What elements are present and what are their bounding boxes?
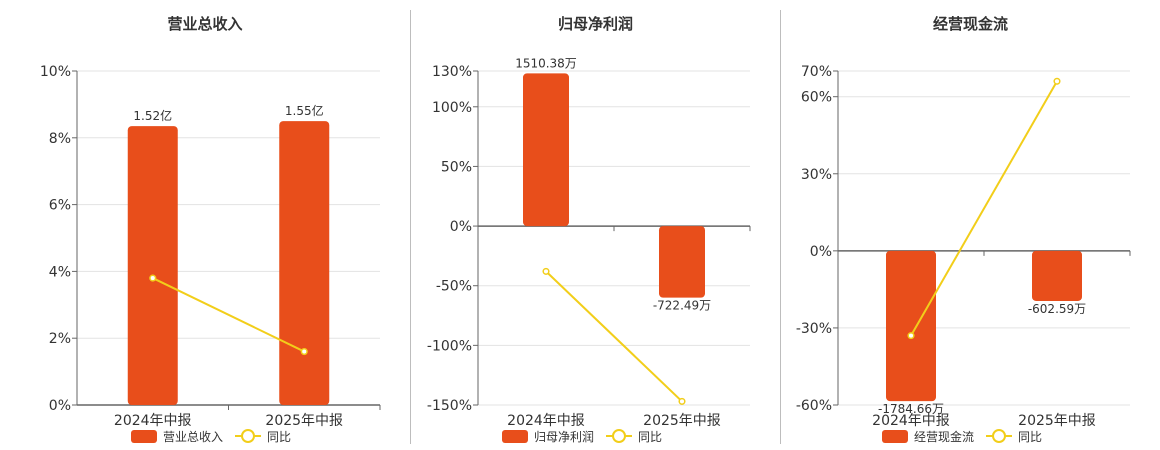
bar	[127, 126, 178, 406]
chart-panel-revenue: 营业总收入 10% 8% 6% 4% 2% 0% 2024年中报 2025年中报 1.52亿 1.…	[0, 0, 410, 450]
yoy-line	[152, 277, 305, 353]
yoy-point	[678, 397, 686, 405]
y-tick-label: 130%	[432, 64, 472, 80]
legend-bar-swatch	[131, 429, 157, 443]
yoy-point	[542, 267, 550, 275]
y-tick-label: 0%	[49, 398, 71, 414]
chart-title: 经营现金流	[932, 15, 1008, 33]
y-tick-label: 0%	[450, 219, 472, 235]
legend-line-label: 同比	[1018, 429, 1043, 444]
yoy-line	[910, 80, 1058, 337]
y-tick-label: 2%	[49, 331, 71, 347]
chart-svg: 70% 60% 30% 0% -30% -60% 2024年中报 2025年中报 -1784.6…	[796, 64, 1131, 429]
bar	[886, 250, 936, 402]
panel-divider	[780, 10, 781, 444]
legend-line-label: 同比	[267, 429, 292, 444]
legend-bar-swatch	[502, 429, 528, 443]
legend-item-line[interactable]: 同比	[606, 428, 662, 445]
legend-bar-swatch	[882, 429, 908, 443]
legend-bar-label: 归母净利润	[534, 429, 595, 444]
bar-data-label: 1.52亿	[133, 108, 172, 123]
legend-item-line[interactable]: 同比	[986, 428, 1042, 445]
y-tick-label: 6%	[49, 198, 71, 214]
bar	[523, 73, 569, 227]
legend-line-icon	[986, 429, 1013, 443]
y-tick-label: 60%	[801, 90, 832, 106]
legend-line-icon	[606, 429, 633, 443]
x-tick-label: 2024年中报	[507, 413, 585, 429]
yoy-point	[300, 348, 308, 356]
y-tick-label: -50%	[436, 279, 472, 295]
y-tick-label: 4%	[49, 264, 71, 280]
bar-data-label: -602.59万	[1028, 302, 1086, 316]
bar-data-label: -722.49万	[653, 299, 711, 313]
panel-divider	[410, 10, 411, 444]
legend-item-bar[interactable]: 经营现金流	[882, 428, 974, 445]
chart-title: 营业总收入	[167, 15, 243, 33]
legend-item-line[interactable]: 同比	[235, 428, 291, 445]
chart-svg: 130% 100% 50% 0% -50% -100% -150% 2024年中报 2025年中…	[427, 56, 751, 429]
legend: 经营现金流 同比	[882, 428, 1054, 444]
chart-svg: 10% 8% 6% 4% 2% 0% 2024年中报 2025年中报 1.52亿 1.55亿	[40, 64, 381, 429]
legend-bar-label: 营业总收入	[163, 429, 224, 444]
yoy-point	[907, 332, 915, 340]
legend-line-label: 同比	[638, 429, 663, 444]
y-tick-label: -100%	[427, 338, 472, 354]
chart-title: 归母净利润	[557, 15, 633, 33]
yoy-point	[1053, 77, 1061, 85]
bar-data-label: 1.55亿	[285, 103, 324, 118]
yoy-line	[545, 270, 683, 403]
legend-item-bar[interactable]: 归母净利润	[502, 428, 594, 445]
x-tick-label: 2025年中报	[643, 413, 721, 429]
y-tick-label: 10%	[40, 64, 71, 80]
y-tick-label: 70%	[801, 64, 832, 80]
y-tick-label: -150%	[427, 398, 472, 414]
bar	[1032, 250, 1082, 301]
legend-item-bar[interactable]: 营业总收入	[131, 428, 223, 445]
x-tick-label: 2024年中报	[114, 413, 192, 429]
bar	[659, 226, 705, 298]
y-tick-label: 30%	[801, 167, 832, 183]
legend: 营业总收入 同比	[131, 428, 303, 444]
chart-panel-net-profit: 归母净利润 130% 100% 50% 0% -50% -100% -150% 2024年中报…	[411, 0, 780, 450]
y-tick-label: 100%	[432, 100, 472, 116]
bar-data-label: 1510.38万	[515, 56, 577, 70]
y-tick-label: -30%	[796, 321, 832, 337]
legend-bar-label: 经营现金流	[914, 429, 975, 444]
y-tick-label: 8%	[49, 131, 71, 147]
bar-data-label: -1784.66万	[878, 402, 944, 416]
bar	[279, 121, 330, 405]
y-tick-label: 50%	[441, 159, 472, 175]
chart-panel-cash-flow: 经营现金流 70% 60% 30% 0% -30% -60% 2024年中报 2025年中报 -…	[781, 0, 1160, 450]
legend-line-icon	[235, 429, 262, 443]
legend: 归母净利润 同比	[502, 428, 674, 444]
x-tick-label: 2025年中报	[1018, 413, 1096, 429]
y-tick-label: 0%	[810, 244, 832, 260]
x-tick-label: 2025年中报	[265, 413, 343, 429]
yoy-point	[149, 274, 157, 282]
x-tick-label: 2024年中报	[872, 413, 950, 429]
y-tick-label: -60%	[796, 398, 832, 414]
